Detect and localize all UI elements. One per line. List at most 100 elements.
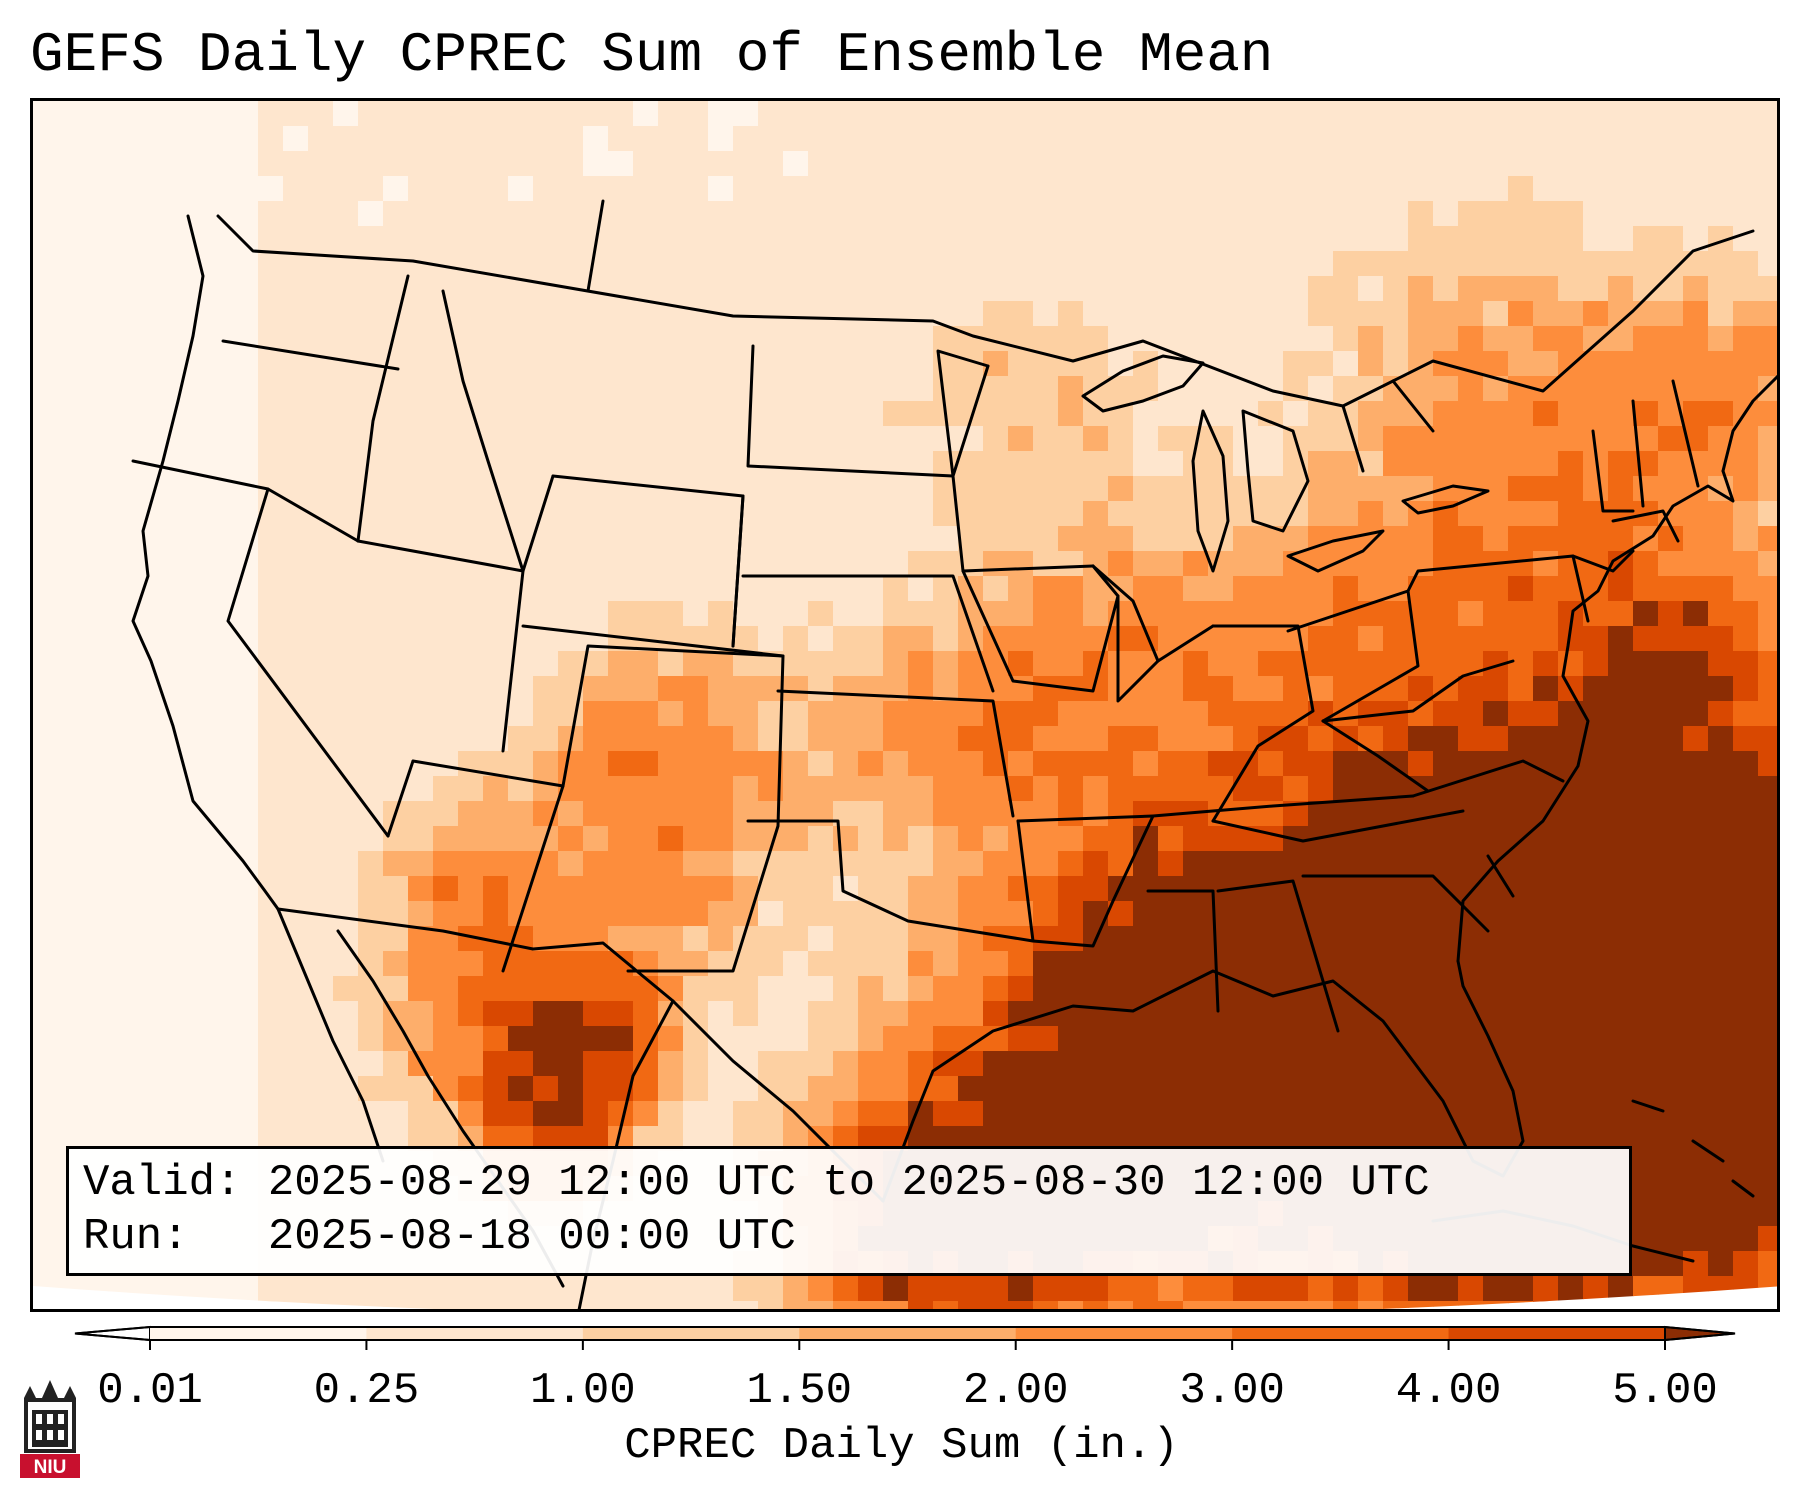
precip-cell	[758, 851, 784, 877]
precip-cell	[1358, 551, 1384, 577]
precip-cell	[958, 801, 984, 827]
precip-cell	[308, 376, 334, 402]
precip-cell	[833, 301, 859, 327]
precip-cell	[1433, 1301, 1459, 1309]
precip-cell	[33, 701, 59, 727]
precip-cell	[308, 576, 334, 602]
precip-cell	[1583, 1276, 1609, 1302]
precip-cell	[1483, 1001, 1509, 1027]
precip-cell	[1433, 451, 1459, 477]
precip-cell	[933, 501, 959, 527]
precip-cell	[158, 876, 184, 902]
precip-cell	[883, 801, 909, 827]
precip-cell	[83, 926, 109, 952]
precip-cell	[1633, 576, 1659, 602]
precip-cell	[1283, 226, 1309, 252]
precip-cell	[783, 301, 809, 327]
precip-cell	[1058, 726, 1084, 752]
precip-cell	[1258, 951, 1284, 977]
precip-cell	[783, 276, 809, 302]
precip-cell	[783, 201, 809, 227]
precip-cell	[408, 1001, 434, 1027]
precip-cell	[1733, 426, 1759, 452]
precip-cell	[1483, 226, 1509, 252]
precip-cell	[258, 351, 284, 377]
precip-cell	[483, 401, 509, 427]
precip-cell	[83, 151, 109, 177]
university-tower-icon: NIU	[20, 1380, 80, 1478]
precip-cell	[558, 976, 584, 1002]
precip-cell	[1558, 901, 1584, 927]
precip-cell	[1758, 1251, 1777, 1277]
precip-cell	[808, 176, 834, 202]
precip-cell	[708, 251, 734, 277]
precip-cell	[1383, 1101, 1409, 1127]
precip-cell	[1183, 876, 1209, 902]
precip-cell	[1758, 701, 1777, 727]
precip-cell	[158, 251, 184, 277]
precip-cell	[733, 1001, 759, 1027]
precip-cell	[1658, 1101, 1684, 1127]
precip-cell	[933, 1001, 959, 1027]
precip-cell	[533, 976, 559, 1002]
precip-cell	[733, 476, 759, 502]
precip-cell	[458, 776, 484, 802]
precip-cell	[608, 426, 634, 452]
precip-cell	[1458, 526, 1484, 552]
precip-cell	[633, 551, 659, 577]
precip-cell	[583, 876, 609, 902]
precip-cell	[1133, 501, 1159, 527]
precip-cell	[608, 1301, 634, 1309]
precip-cell	[1408, 801, 1434, 827]
precip-cell	[708, 801, 734, 827]
precip-cell	[783, 176, 809, 202]
precip-cell	[733, 751, 759, 777]
precip-cell	[1408, 101, 1434, 127]
precip-cell	[1633, 1176, 1659, 1202]
precip-cell	[108, 1101, 134, 1127]
precip-cell	[608, 201, 634, 227]
precip-cell	[733, 1101, 759, 1127]
precip-cell	[333, 876, 359, 902]
precip-cell	[983, 151, 1009, 177]
precip-cell	[408, 426, 434, 452]
precip-cell	[1733, 501, 1759, 527]
precip-cell	[1283, 576, 1309, 602]
precip-cell	[83, 651, 109, 677]
precip-cell	[183, 101, 209, 127]
precip-cell	[283, 851, 309, 877]
precip-cell	[483, 1001, 509, 1027]
precip-cell	[858, 651, 884, 677]
precip-cell	[1508, 851, 1534, 877]
precip-cell	[1408, 1076, 1434, 1102]
precip-cell	[283, 1076, 309, 1102]
precip-cell	[1333, 1076, 1359, 1102]
precip-cell	[983, 1301, 1009, 1309]
precip-cell	[908, 1301, 934, 1309]
precip-cell	[1758, 526, 1777, 552]
precip-cell	[1658, 1001, 1684, 1027]
precip-cell	[258, 376, 284, 402]
precip-cell	[1608, 501, 1634, 527]
precip-cell	[533, 126, 559, 152]
precip-cell	[783, 226, 809, 252]
precip-cell	[1533, 426, 1559, 452]
precip-cell	[558, 451, 584, 477]
precip-cell	[1433, 276, 1459, 302]
precip-cell	[1408, 926, 1434, 952]
precip-cell	[1733, 551, 1759, 577]
precip-cell	[1683, 701, 1709, 727]
precip-cell	[1183, 851, 1209, 877]
precip-cell	[433, 726, 459, 752]
precip-cell	[1533, 151, 1559, 177]
precip-cell	[1508, 676, 1534, 702]
precip-cell	[1758, 1226, 1777, 1252]
precip-cell	[1583, 626, 1609, 652]
precip-cell	[83, 1276, 109, 1302]
precip-cell	[1208, 626, 1234, 652]
precip-cell	[633, 401, 659, 427]
precip-cell	[808, 876, 834, 902]
precip-cell	[408, 326, 434, 352]
precip-cell	[908, 451, 934, 477]
precip-cell	[183, 1101, 209, 1127]
